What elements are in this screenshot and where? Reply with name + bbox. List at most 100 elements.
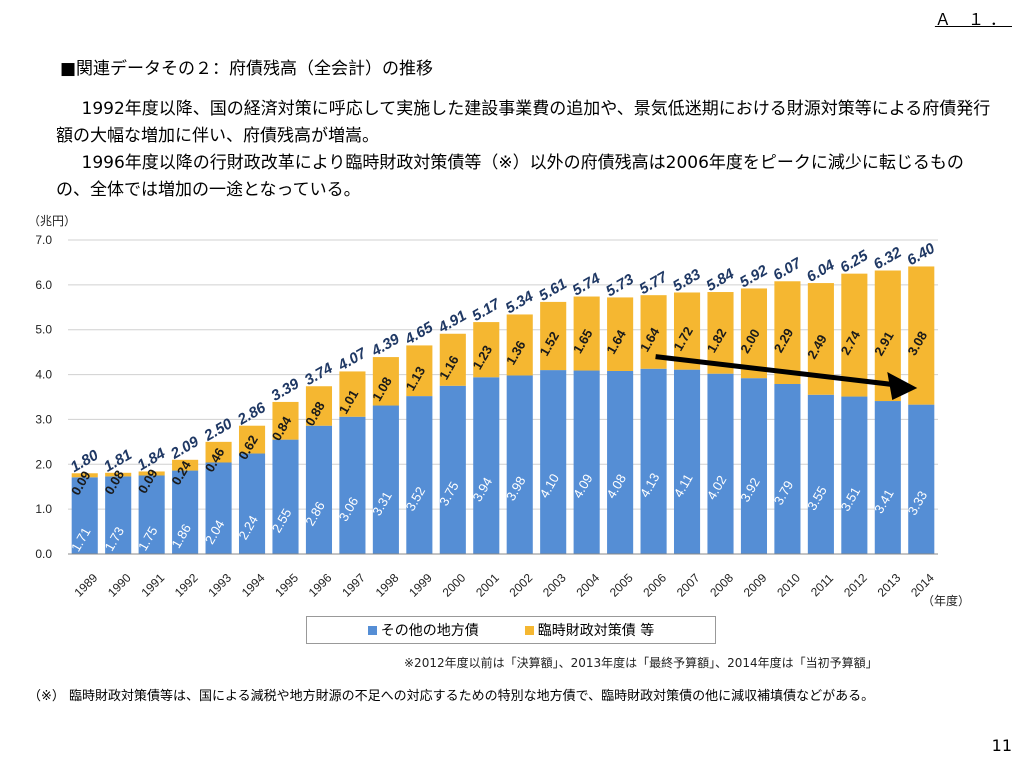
data-label-total: 5.34 xyxy=(503,288,537,318)
x-tick-label: 2003 xyxy=(540,571,569,600)
data-label-total: 4.65 xyxy=(401,319,436,349)
page-id: Ａ １． xyxy=(934,10,1012,29)
data-label-total: 6.07 xyxy=(770,254,804,284)
bar-rinji xyxy=(473,322,500,378)
data-label-total: 5.92 xyxy=(737,262,771,292)
data-label-total: 3.39 xyxy=(268,375,302,405)
bar-rinji xyxy=(105,472,132,477)
bar-rinji xyxy=(774,281,801,384)
bar-rinji xyxy=(406,345,433,397)
x-tick-label: 1993 xyxy=(205,571,234,600)
bar-other xyxy=(372,405,399,554)
data-label-total: 6.40 xyxy=(904,240,938,270)
bar-rinji xyxy=(740,288,768,379)
bar-rinji xyxy=(506,314,533,376)
bar-other xyxy=(138,475,165,554)
bar-rinji xyxy=(272,401,299,440)
x-tick-label: 1996 xyxy=(306,571,335,600)
description-paragraph-1: 1992年度以降、国の経済対策に呼応して実施した建設事業費の追加や、景気低迷期に… xyxy=(56,99,991,146)
x-tick-label: 2000 xyxy=(440,571,469,600)
data-label-total: 3.74 xyxy=(302,359,336,389)
bar-chart: 0.01.02.03.04.05.06.07.01.710.091.801989… xyxy=(35,233,938,600)
bar-rinji xyxy=(238,425,266,454)
x-tick-label: 2013 xyxy=(875,571,904,600)
y-tick-label: 5.0 xyxy=(35,323,52,337)
legend-item-other: その他の地方債 xyxy=(367,620,479,640)
x-tick-label: 2011 xyxy=(808,571,836,599)
bar-other xyxy=(172,470,199,554)
bar-other xyxy=(774,383,801,554)
y-tick-label: 7.0 xyxy=(35,233,52,247)
data-label-total: 5.83 xyxy=(670,266,704,296)
page-number: 11 xyxy=(991,736,1012,755)
bar-other xyxy=(573,370,600,554)
bar-rinji xyxy=(71,473,98,478)
legend-label-other: その他の地方債 xyxy=(380,623,479,639)
bar-rinji xyxy=(573,296,600,371)
bar-other xyxy=(339,416,366,554)
bar-other xyxy=(540,370,567,554)
data-label-total: 2.09 xyxy=(167,433,202,463)
x-tick-label: 2008 xyxy=(707,571,736,600)
bar-rinji xyxy=(205,441,232,463)
x-tick-label: 1990 xyxy=(105,571,134,600)
bar-other xyxy=(740,378,768,554)
data-label-total: 5.73 xyxy=(603,271,637,301)
data-label-total: 4.91 xyxy=(435,307,470,337)
bar-other xyxy=(640,368,667,554)
x-tick-label: 2005 xyxy=(607,571,636,600)
legend-swatch-rinji xyxy=(524,625,534,635)
bar-other xyxy=(272,439,299,554)
bar-rinji xyxy=(172,459,199,471)
y-tick-label: 3.0 xyxy=(35,412,52,426)
x-tick-label: 1991 xyxy=(138,571,167,600)
x-tick-label: 2002 xyxy=(507,571,536,600)
data-label-total: 4.39 xyxy=(368,330,403,360)
bar-other xyxy=(807,394,834,554)
x-tick-label: 1994 xyxy=(239,571,268,600)
x-tick-label: 1992 xyxy=(172,571,201,600)
bar-rinji xyxy=(607,297,634,371)
data-label-total: 4.07 xyxy=(334,345,369,375)
bar-other xyxy=(707,373,734,554)
bar-other xyxy=(238,453,266,554)
bar-other xyxy=(607,370,634,554)
x-tick-label: 2010 xyxy=(774,571,803,600)
description-paragraph-2: 1996年度以降の行財政改革により臨時財政対策債等（※）以外の府債残高は2006… xyxy=(56,153,964,200)
chart-legend: その他の地方債 臨時財政対策債 等 xyxy=(306,616,716,644)
bar-other xyxy=(841,396,868,554)
legend-swatch-other xyxy=(367,625,377,635)
data-label-total: 6.32 xyxy=(871,244,905,274)
bar-other xyxy=(908,404,935,554)
x-tick-label: 2012 xyxy=(841,571,870,600)
data-label-total: 5.17 xyxy=(469,295,503,325)
y-tick-label: 2.0 xyxy=(35,457,52,471)
y-axis-unit: （兆円） xyxy=(28,214,77,228)
x-tick-label: 2007 xyxy=(674,571,703,600)
bar-rinji xyxy=(439,333,466,386)
y-tick-label: 6.0 xyxy=(35,278,52,292)
trend-arrow-line xyxy=(655,354,898,388)
legend-item-rinji: 臨時財政対策債 等 xyxy=(524,620,654,640)
bar-other xyxy=(305,425,333,554)
bar-rinji xyxy=(841,273,868,397)
x-tick-label: 2009 xyxy=(741,571,770,600)
y-tick-label: 4.0 xyxy=(35,368,52,382)
data-label-total: 5.61 xyxy=(536,275,570,304)
data-label-total: 5.84 xyxy=(703,265,737,295)
x-tick-label: 1998 xyxy=(373,571,402,600)
bar-rinji xyxy=(908,266,935,405)
data-label-total: 6.25 xyxy=(837,247,871,277)
trend-arrow-head xyxy=(887,372,918,401)
bar-other xyxy=(205,462,232,554)
bar-rinji xyxy=(305,386,333,426)
data-label-total: 5.77 xyxy=(636,268,670,298)
description: 1992年度以降、国の経済対策に呼応して実施した建設事業費の追加や、景気低迷期に… xyxy=(56,96,996,204)
x-tick-label: 2004 xyxy=(573,571,602,600)
x-tick-label: 2001 xyxy=(473,571,502,600)
x-tick-label: 1995 xyxy=(272,571,301,600)
x-tick-label: 1989 xyxy=(72,571,101,600)
bar-other xyxy=(71,477,98,554)
bar-other xyxy=(506,375,533,554)
source-note: ※2012年度以前は「決算額」、2013年度は「最終予算額」、2014年度は「当… xyxy=(404,656,878,670)
